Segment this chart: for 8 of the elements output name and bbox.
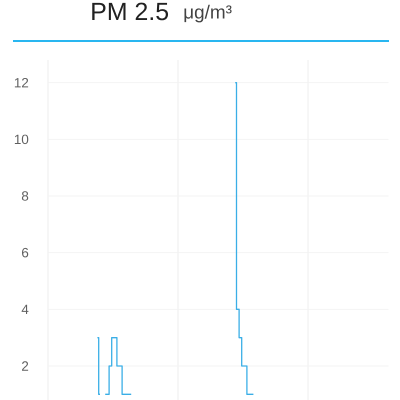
chart-title: PM 2.5 <box>92 2 168 20</box>
y-tick-label: 10 <box>14 134 28 144</box>
y-tick-label: 8 <box>22 191 28 201</box>
y-tick-label: 6 <box>22 248 28 258</box>
y-tick-label: 2 <box>22 361 28 371</box>
y-tick-label: 12 <box>14 78 28 88</box>
y-tick-label: 4 <box>22 304 28 314</box>
y-axis-title: μg/m³ <box>184 4 232 22</box>
